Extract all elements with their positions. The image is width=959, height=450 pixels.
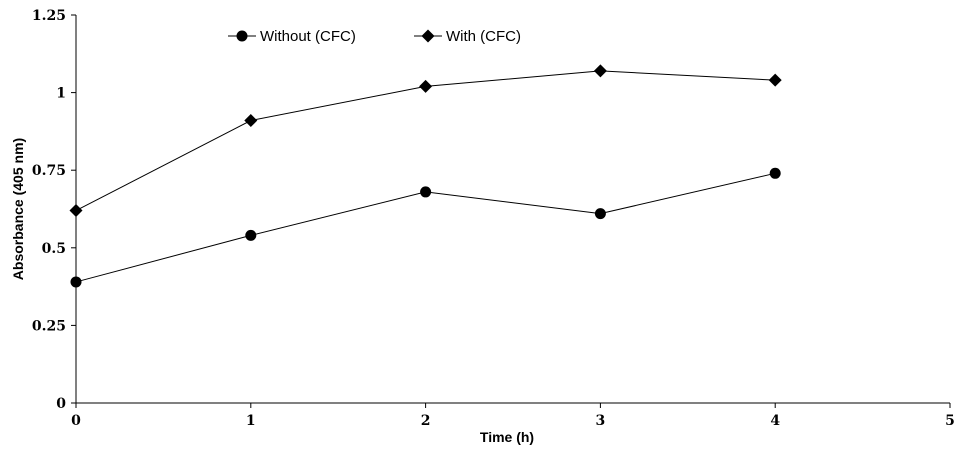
x-tick-label: 5	[945, 413, 955, 429]
x-tick-label: 0	[71, 413, 81, 429]
y-tick-label: 0.75	[32, 163, 66, 179]
data-point-circle	[420, 186, 432, 198]
data-point-diamond	[593, 64, 607, 78]
data-point-diamond	[768, 73, 782, 87]
axes: 0 0.25 0.5 0.75 1 1.25 0 1 2 3 4 5	[32, 8, 955, 429]
series-layer	[69, 64, 782, 288]
x-tick-label: 4	[770, 413, 780, 429]
y-axis-title: Absorbance (405 nm)	[10, 138, 26, 280]
x-tick-label: 3	[596, 413, 606, 429]
data-point-circle	[594, 208, 606, 220]
data-point-circle	[70, 276, 82, 288]
legend: Without (CFC) With (CFC)	[228, 28, 521, 45]
legend-entry: Without (CFC)	[228, 28, 356, 45]
legend-label: Without (CFC)	[260, 28, 356, 45]
legend-marker-diamond	[421, 29, 435, 43]
x-tick-label: 1	[246, 413, 256, 429]
x-tick-label: 2	[421, 413, 431, 429]
x-axis-title: Time (h)	[480, 429, 534, 445]
y-tick-label: 1	[56, 86, 66, 102]
data-point-circle	[769, 167, 781, 179]
legend-entry: With (CFC)	[414, 28, 521, 45]
legend-marker-circle	[236, 30, 248, 42]
series-with-cfc	[69, 64, 782, 218]
y-tick-label: 0.25	[32, 318, 66, 334]
data-point-circle	[245, 229, 257, 241]
data-point-diamond	[244, 114, 258, 128]
y-tick-label: 1.25	[32, 8, 66, 24]
data-point-diamond	[69, 204, 83, 218]
y-tick-label: 0.5	[42, 241, 66, 257]
y-tick-label: 0	[56, 396, 66, 412]
series-without-cfc	[70, 167, 781, 288]
legend-label: With (CFC)	[446, 28, 521, 45]
data-point-diamond	[419, 79, 433, 93]
